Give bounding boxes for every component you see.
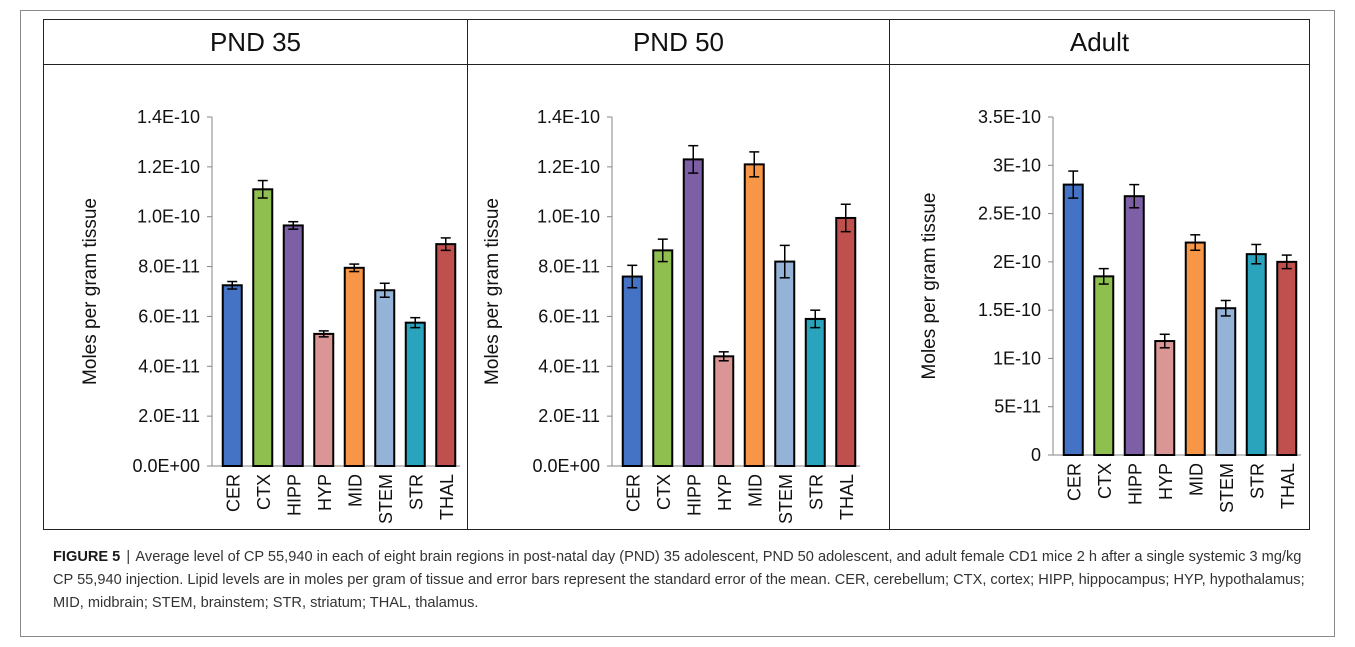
chart-pnd35: 0.0E+00 2.0E-11 4.0E-11 6.0E-11 8.0E-11 1.0E-… (80, 107, 460, 524)
figure-caption: FIGURE 5 | Average level of CP 55,940 in… (53, 546, 1318, 615)
panel-pnd35: PND 35 0.0E+00 2.0E-11 4.0E-11 6.0E-11 8.0E-… (44, 20, 467, 529)
x-tick-label-cer: CER (623, 474, 643, 512)
bar-stem (774, 260, 796, 467)
y-tick-label: 1.0E-10 (537, 207, 600, 227)
chart-panels: PND 35 0.0E+00 2.0E-11 4.0E-11 6.0E-11 8.0E-… (43, 19, 1310, 530)
bar-hyp (713, 355, 735, 468)
y-tick-label: 4.0E-11 (138, 356, 200, 376)
y-tick-label: 2.0E-11 (538, 406, 600, 426)
y-tick-label: 2.0E-11 (138, 406, 200, 426)
y-tick-label: 6.0E-11 (138, 306, 200, 326)
chart-adult: 0 5E-11 1E-10 1.5E-10 2E-10 2.5E-10 3E-10 3.5E-… (919, 107, 1301, 513)
panel-pnd50: PND 50 0.0E+00 2.0E-11 4.0E-11 6.0E-11 8.0E-… (467, 20, 889, 529)
panel-title: Adult (890, 20, 1309, 65)
y-tick-label: 0.0E+00 (532, 456, 600, 476)
y-tick-label: 5E-11 (994, 397, 1041, 417)
bar-mid (743, 163, 765, 467)
caption-separator: | (126, 549, 131, 565)
x-tick-label-cer: CER (1064, 463, 1084, 501)
panel-title: PND 50 (468, 20, 889, 65)
y-tick-label: 4.0E-11 (538, 356, 600, 376)
bar-hipp (282, 224, 304, 467)
figure-frame (20, 10, 1335, 637)
x-tick-label-stem: STEM (1217, 463, 1237, 513)
bar-str (1245, 253, 1267, 456)
bar-hyp (1154, 340, 1176, 456)
x-tick-label-ctx: CTX (1095, 463, 1115, 499)
x-tick-label-str: STR (806, 474, 826, 510)
y-tick-label: 2.5E-10 (978, 204, 1041, 224)
bar-thal (1276, 260, 1298, 456)
x-tick-label-thal: THAL (437, 474, 457, 520)
x-tick-label-thal: THAL (1278, 463, 1298, 509)
x-tick-label-mid: MID (345, 474, 365, 507)
bar-cer (221, 284, 243, 467)
bar-thal (835, 216, 857, 467)
y-tick-label: 1.4E-10 (537, 107, 600, 127)
bar-str (804, 317, 826, 467)
x-tick-label-ctx: CTX (654, 474, 674, 510)
y-tick-label: 1.0E-10 (137, 207, 200, 227)
y-axis-title: Moles per gram tissue (80, 198, 101, 385)
x-tick-label-stem: STEM (376, 474, 396, 524)
bar-ctx (252, 188, 274, 468)
bar-mid (1184, 241, 1206, 456)
y-tick-label: 1E-10 (993, 348, 1041, 368)
x-tick-label-hipp: HIPP (1125, 463, 1145, 505)
panel-title: PND 35 (44, 20, 467, 65)
chart-pnd50: 0.0E+00 2.0E-11 4.0E-11 6.0E-11 8.0E-11 1.0E-… (482, 107, 860, 524)
caption-text: Average level of CP 55,940 in each of ei… (53, 549, 1305, 611)
x-tick-label-stem: STEM (776, 474, 796, 524)
y-tick-label: 2E-10 (993, 252, 1041, 272)
figure-label: FIGURE 5 (53, 549, 121, 565)
y-tick-label: 3.5E-10 (978, 107, 1041, 127)
bar-stem (374, 289, 396, 467)
bar-ctx (1093, 275, 1115, 456)
x-tick-label-hipp: HIPP (284, 474, 304, 516)
panel-adult: Adult 0 5E-11 1E-10 1.5E-10 2E-10 2.5E-10 3E-1… (889, 20, 1309, 529)
bar-stem (1215, 307, 1237, 456)
y-tick-label: 1.2E-10 (137, 157, 200, 177)
y-tick-label: 6.0E-11 (538, 306, 600, 326)
y-axis-title: Moles per gram tissue (482, 198, 503, 385)
bar-str (404, 321, 426, 467)
y-tick-label: 8.0E-11 (138, 257, 200, 277)
bar-ctx (652, 249, 674, 467)
x-tick-label-hipp: HIPP (684, 474, 704, 516)
x-tick-label-mid: MID (745, 474, 765, 507)
bar-hipp (1123, 195, 1145, 456)
x-tick-label-str: STR (1247, 463, 1267, 499)
y-tick-label: 3E-10 (993, 155, 1041, 175)
y-axis-title: Moles per gram tissue (919, 193, 940, 380)
x-tick-label-hyp: HYP (1156, 463, 1176, 500)
x-tick-label-thal: THAL (837, 474, 857, 520)
bar-hyp (313, 332, 335, 467)
y-tick-label: 1.4E-10 (137, 107, 200, 127)
y-tick-label: 0.0E+00 (132, 456, 200, 476)
x-tick-label-hyp: HYP (315, 474, 335, 511)
bar-hipp (682, 158, 704, 467)
x-tick-label-ctx: CTX (254, 474, 274, 510)
x-tick-label-hyp: HYP (715, 474, 735, 511)
y-tick-label: 0 (1031, 445, 1041, 465)
y-tick-label: 1.5E-10 (978, 300, 1041, 320)
x-tick-label-mid: MID (1186, 463, 1206, 496)
bar-mid (343, 266, 365, 467)
x-tick-label-str: STR (406, 474, 426, 510)
y-tick-label: 1.2E-10 (537, 157, 600, 177)
y-tick-label: 8.0E-11 (538, 257, 600, 277)
bar-cer (621, 275, 643, 467)
bar-cer (1062, 183, 1084, 456)
bar-thal (435, 243, 457, 467)
x-tick-label-cer: CER (223, 474, 243, 512)
